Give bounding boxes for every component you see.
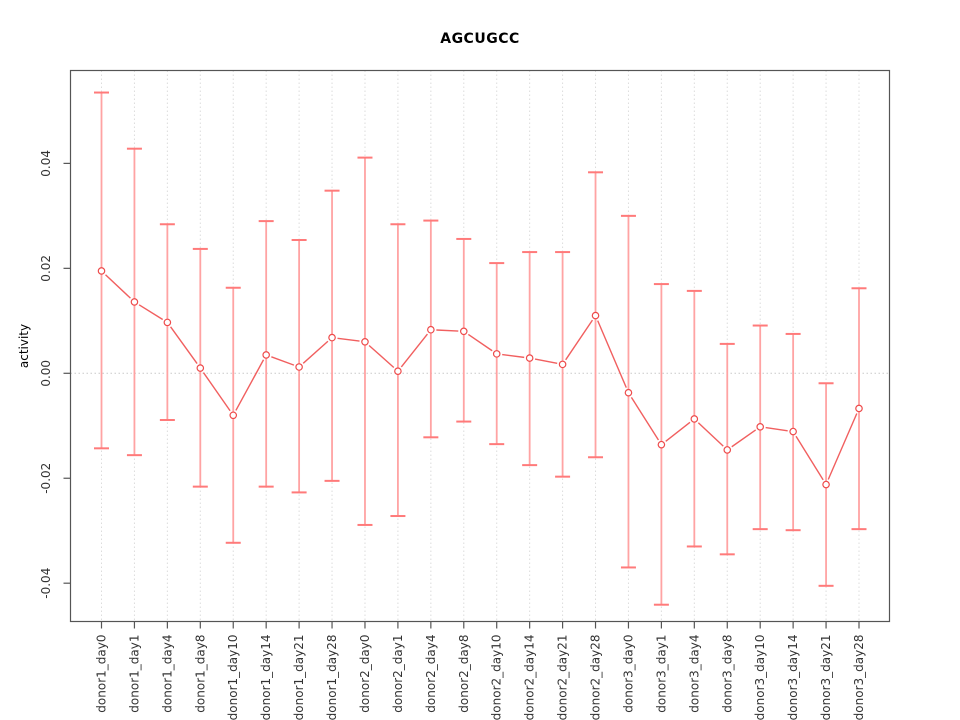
x-tick-label: donor1_day28 [325,635,339,720]
series-segment [565,319,594,361]
x-tick-label: donor2_day8 [457,635,471,713]
x-tick-label: donor2_day1 [391,635,405,713]
x-tick-label: donor1_day10 [226,635,240,720]
series-segment [138,304,164,321]
data-point [492,350,501,358]
series-segment [731,429,757,448]
series-segment [368,344,395,369]
y-tick-label: -0.02 [39,463,53,494]
data-point [163,318,172,327]
data-point [591,311,600,320]
series-segment [302,340,329,364]
x-tick-label: donor1_day4 [160,635,174,713]
series-segment [765,426,788,432]
data-point [855,404,863,413]
x-tick-label: donor3_day28 [852,635,866,720]
x-tick-label: donor1_day1 [127,635,141,713]
data-point [97,267,106,275]
data-point [394,367,402,375]
series-segment [436,329,459,332]
series-segment [697,422,724,447]
plot-box [69,69,891,623]
data-point [822,480,830,489]
data-point [789,427,797,436]
data-point [657,440,666,449]
data-point [328,333,336,342]
series-segment [597,320,627,388]
data-point [262,351,270,359]
series-segment [665,421,691,442]
series-segment [235,359,265,411]
data-point [361,338,369,346]
series-segment [534,358,558,365]
series-segment [502,353,525,359]
x-tick-label: donor2_day14 [523,635,537,720]
data-point [295,363,303,371]
chart-title: AGCUGCC [440,31,520,47]
data-point [723,446,732,454]
data-point [130,298,139,306]
data-point [427,325,435,334]
x-tick-label: donor1_day8 [193,635,207,713]
series-segment [795,435,824,481]
series-segment [400,333,428,368]
series-segment [202,372,231,412]
data-point [196,364,205,372]
x-tick-label: donor3_day0 [621,635,635,713]
data-point [558,360,567,369]
data-point [525,354,534,362]
x-tick-label: donor3_day14 [786,635,800,720]
data-point [229,411,238,420]
series-segment [337,337,360,342]
data-point [756,423,764,431]
x-tick-label: donor1_day14 [259,635,273,720]
y-tick-label: 0.00 [39,360,53,387]
x-tick-label: donor3_day4 [687,635,701,713]
x-tick-label: donor1_day0 [95,635,109,713]
x-tick-label: donor3_day8 [720,635,734,713]
series-segment [630,396,660,441]
x-tick-label: donor1_day21 [292,635,306,720]
series-segment [271,356,295,366]
x-tick-label: donor3_day1 [654,635,668,713]
x-tick-label: donor2_day0 [358,635,372,713]
x-tick-label: donor3_day21 [819,635,833,720]
series-segment [827,413,858,480]
series-segment [105,274,131,299]
series-segment [170,326,198,364]
x-tick-label: donor2_day10 [490,635,504,720]
x-tick-label: donor3_day10 [753,635,767,720]
data-point [690,415,699,423]
data-point [459,327,468,336]
x-tick-label: donor2_day21 [556,635,570,720]
series-segment [467,333,493,352]
y-tick-label: -0.04 [39,568,53,599]
data-point [624,388,633,397]
y-tick-label: 0.02 [39,255,53,282]
x-tick-label: donor2_day4 [424,635,438,713]
y-tick-label: 0.04 [39,150,53,177]
x-tick-label: donor2_day28 [589,635,603,720]
